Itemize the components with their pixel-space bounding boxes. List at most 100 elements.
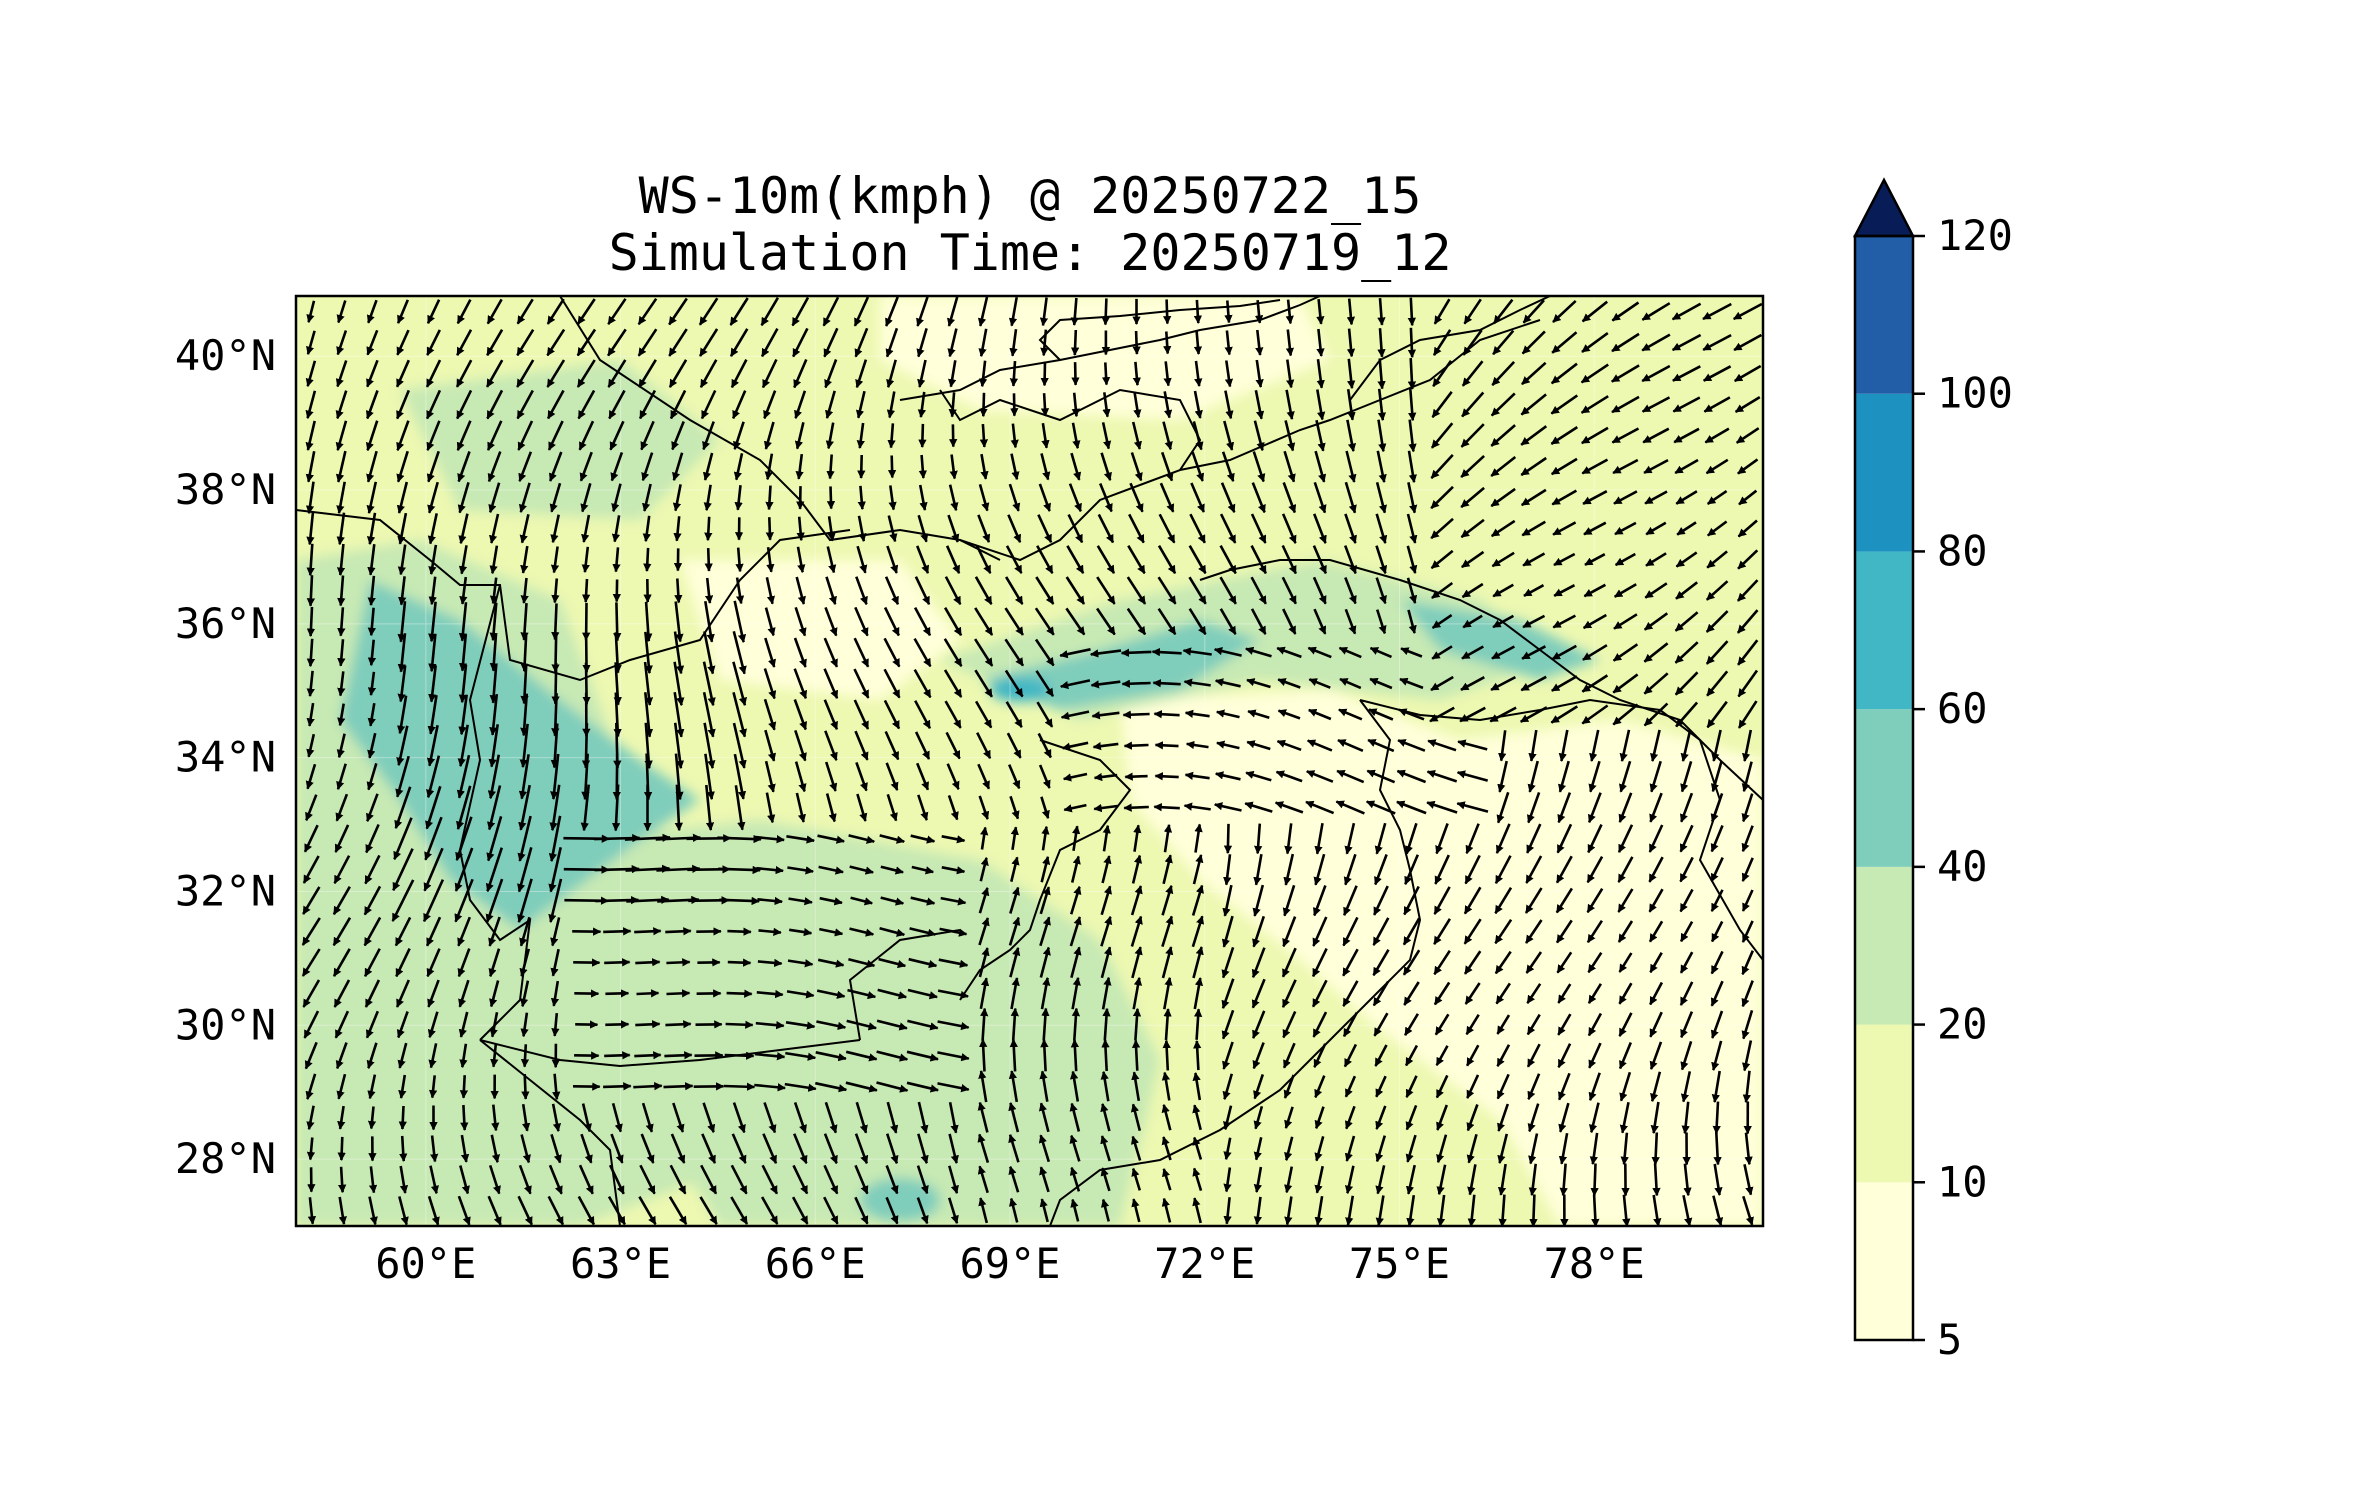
wind-arrow bbox=[306, 543, 315, 577]
wind-arrow bbox=[305, 763, 317, 790]
wind-arrow bbox=[1008, 483, 1021, 512]
wind-arrow bbox=[1283, 853, 1295, 886]
wind-arrow bbox=[613, 632, 622, 674]
wind-arrow bbox=[335, 390, 348, 420]
wind-arrow bbox=[460, 1134, 470, 1163]
wind-arrow bbox=[625, 864, 671, 873]
wind-arrow bbox=[1041, 1007, 1050, 1041]
wind-arrow bbox=[854, 1133, 869, 1165]
wind-arrow bbox=[1036, 701, 1054, 728]
wind-arrow bbox=[396, 450, 409, 483]
wind-arrow bbox=[816, 989, 846, 999]
wind-arrow bbox=[488, 916, 501, 947]
wind-arrow bbox=[671, 421, 685, 451]
wind-arrow bbox=[489, 545, 499, 575]
wind-arrow bbox=[552, 1073, 561, 1101]
wind-arrow bbox=[458, 694, 468, 736]
wind-arrow bbox=[1281, 576, 1297, 605]
wind-arrow bbox=[879, 927, 906, 937]
wind-arrow bbox=[520, 633, 529, 673]
wind-arrow bbox=[885, 762, 899, 791]
wind-arrow bbox=[944, 700, 962, 729]
wind-arrow bbox=[487, 785, 502, 831]
wind-arrow bbox=[1069, 1102, 1081, 1132]
wind-arrow bbox=[333, 979, 351, 1008]
wind-arrow bbox=[1191, 915, 1205, 948]
wind-arrow bbox=[520, 577, 529, 604]
wind-arrow bbox=[1224, 300, 1233, 324]
wind-arrow bbox=[338, 1166, 347, 1194]
wind-arrow bbox=[1070, 1070, 1080, 1102]
wind-arrow bbox=[853, 637, 870, 668]
wind-arrow bbox=[1193, 1008, 1203, 1040]
wind-arrow bbox=[1192, 854, 1204, 885]
wind-arrow bbox=[1153, 803, 1180, 812]
wind-arrow bbox=[1307, 646, 1332, 659]
figure-title-line-1: WS-10m(kmph) @ 20250722_15 bbox=[639, 167, 1422, 225]
wind-arrow bbox=[1160, 451, 1174, 482]
wind-arrow bbox=[363, 948, 381, 978]
wind-arrow bbox=[1316, 328, 1325, 357]
wind-arrow bbox=[458, 602, 468, 642]
wind-arrow bbox=[719, 896, 760, 906]
wind-arrow bbox=[824, 730, 838, 761]
wind-arrow bbox=[488, 1165, 501, 1195]
wind-arrow bbox=[1131, 1167, 1142, 1191]
colorbar-tick-label: 60 bbox=[1937, 684, 1988, 733]
figure-title-line-2: Simulation Time: 20250719_12 bbox=[609, 224, 1452, 282]
wind-arrow bbox=[1069, 1134, 1081, 1162]
wind-arrow bbox=[399, 1165, 409, 1194]
wind-arrow bbox=[910, 834, 936, 844]
wind-arrow bbox=[457, 1195, 471, 1226]
wind-arrow bbox=[978, 328, 988, 358]
wind-arrow bbox=[1215, 709, 1240, 719]
wind-arrow bbox=[700, 389, 717, 420]
wind-arrow bbox=[978, 917, 990, 946]
wind-arrow bbox=[1185, 740, 1209, 750]
wind-arrow bbox=[1219, 544, 1237, 575]
wind-arrow bbox=[643, 661, 654, 706]
border-line bbox=[939, 388, 1202, 562]
wind-arrow bbox=[426, 725, 439, 767]
wind-arrow bbox=[367, 732, 377, 759]
wind-arrow bbox=[366, 359, 379, 388]
wind-arrow bbox=[915, 762, 930, 791]
wind-arrow bbox=[367, 702, 376, 727]
wind-arrow bbox=[1193, 390, 1203, 419]
wind-arrow bbox=[1004, 607, 1024, 636]
wind-arrow bbox=[1312, 545, 1327, 575]
wind-arrow bbox=[979, 392, 988, 418]
wind-arrow bbox=[301, 917, 321, 946]
wind-arrow bbox=[756, 865, 784, 875]
colorbar-band bbox=[1855, 1182, 1913, 1340]
wind-arrow bbox=[847, 988, 877, 1000]
wind-arrow bbox=[729, 297, 749, 326]
wind-arrow bbox=[638, 1196, 657, 1226]
wind-arrow bbox=[1190, 482, 1205, 513]
wind-arrow bbox=[488, 948, 501, 978]
wind-arrow bbox=[763, 390, 777, 420]
wind-arrow bbox=[1253, 1166, 1263, 1193]
wind-arrow bbox=[880, 865, 904, 875]
wind-arrow bbox=[459, 1075, 469, 1099]
wind-arrow bbox=[637, 297, 658, 326]
wind-arrow bbox=[815, 1081, 848, 1093]
wind-arrow bbox=[490, 1134, 501, 1164]
wind-arrow bbox=[396, 329, 410, 356]
wind-arrow bbox=[1005, 545, 1023, 574]
wind-arrow bbox=[1071, 1007, 1081, 1041]
wind-arrow bbox=[1010, 856, 1020, 883]
wind-arrow bbox=[845, 1050, 878, 1062]
wind-arrow bbox=[427, 1195, 440, 1226]
wind-arrow bbox=[1284, 1196, 1293, 1226]
wind-arrow bbox=[391, 879, 415, 922]
wind-arrow bbox=[789, 927, 813, 937]
wind-arrow bbox=[886, 545, 899, 574]
wind-arrow bbox=[518, 754, 530, 800]
wind-arrow bbox=[918, 484, 928, 511]
wind-arrow bbox=[1188, 576, 1207, 605]
wind-arrow bbox=[1089, 649, 1122, 658]
wind-arrow bbox=[580, 784, 590, 832]
wind-arrow bbox=[454, 878, 474, 923]
wind-arrow bbox=[489, 693, 499, 736]
